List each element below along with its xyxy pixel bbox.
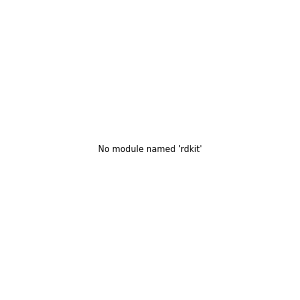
Text: No module named 'rdkit': No module named 'rdkit' (98, 146, 202, 154)
